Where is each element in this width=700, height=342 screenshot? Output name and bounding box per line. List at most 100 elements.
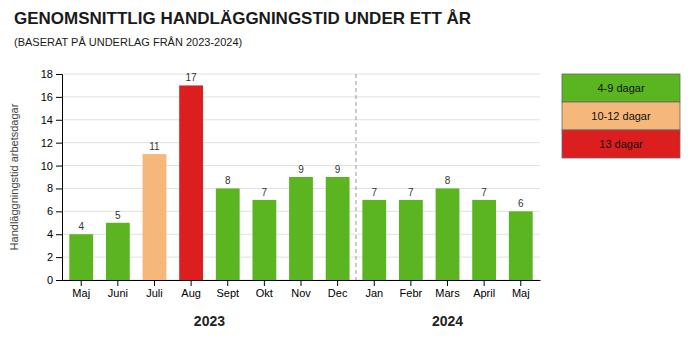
bar	[509, 211, 533, 280]
x-tick-mark	[410, 280, 411, 286]
x-tick: Aug	[181, 280, 201, 299]
y-axis-title: Handläggningstid arbetsdagar	[8, 103, 20, 250]
x-tick-label: Dec	[328, 287, 348, 299]
x-tick-label: Jan	[365, 287, 383, 299]
x-tick-mark	[117, 280, 118, 286]
x-tick-mark	[301, 280, 302, 286]
data-label: 9	[335, 164, 341, 175]
x-tick-mark	[264, 280, 265, 286]
data-label: 7	[408, 187, 414, 198]
plot: 024681012141618MajJuniJuliAugSeptOktNovD…	[41, 68, 541, 329]
y-tick-mark	[56, 257, 62, 258]
legend-item: 10-12 dagar	[562, 102, 680, 130]
y-tick-label: 4	[47, 228, 53, 240]
y-tick-mark	[56, 234, 62, 235]
data-label: 8	[445, 175, 451, 186]
y-tick: 6	[47, 205, 62, 217]
y-tick-mark	[56, 120, 62, 121]
x-tick-label: Sept	[216, 287, 239, 299]
grid-line	[62, 142, 540, 143]
x-tick-label: Okt	[256, 287, 273, 299]
x-tick: Juli	[146, 280, 163, 299]
y-axis: 0 2 4 6 8 10 12 14 16 18	[41, 68, 63, 286]
bar	[399, 200, 423, 280]
x-tick-label: Febr	[400, 287, 423, 299]
y-tick-label: 12	[41, 137, 53, 149]
x-tick-mark	[484, 280, 485, 286]
y-tick-label: 8	[47, 182, 53, 194]
bar	[216, 188, 240, 280]
chart: GENOMSNITTLIG HANDLÄGGNINGSTID UNDER ETT…	[0, 0, 700, 342]
y-tick: 4	[47, 228, 62, 240]
bar	[69, 234, 93, 280]
annotations: 20232024	[194, 313, 463, 329]
x-tick: April	[473, 280, 495, 299]
subtitle: (BASERAT PÅ UNDERLAG FRÅN 2023-2024)	[14, 36, 242, 48]
bars	[69, 85, 532, 280]
x-tick: Okt	[256, 280, 273, 299]
y-tick: 10	[41, 160, 62, 172]
legend-label: 10-12 dagar	[591, 110, 651, 122]
y-axis-line	[56, 75, 63, 281]
bar	[472, 200, 496, 280]
x-tick: Nov	[291, 280, 311, 299]
data-label: 6	[518, 198, 524, 209]
x-tick: Juni	[108, 280, 128, 299]
x-tick-label: April	[473, 287, 495, 299]
group-label: 2024	[432, 313, 463, 329]
bar	[143, 154, 167, 280]
y-tick-mark	[56, 166, 62, 167]
y-tick-label: 14	[41, 114, 53, 126]
y-tick-label: 6	[47, 205, 53, 217]
y-tick-label: 0	[47, 274, 53, 286]
x-tick-mark	[447, 280, 448, 286]
y-tick-mark	[56, 74, 62, 75]
grid-line	[62, 74, 540, 75]
y-tick: 12	[41, 137, 62, 149]
data-label: 8	[225, 175, 231, 186]
grid-line	[62, 96, 540, 97]
data-label: 5	[115, 210, 121, 221]
data-label: 7	[481, 187, 487, 198]
x-tick-mark	[520, 280, 521, 286]
x-tick: Dec	[328, 280, 348, 299]
bar	[106, 223, 130, 280]
data-labels: 451117879977876	[78, 72, 524, 232]
y-tick: 2	[47, 251, 62, 263]
legend-swatch	[562, 130, 680, 158]
data-label: 7	[262, 187, 268, 198]
dividers	[355, 74, 356, 280]
legend-item: 13 dagar	[562, 130, 680, 158]
x-tick-label: Nov	[291, 287, 311, 299]
bar	[179, 85, 203, 280]
x-tick-mark	[227, 280, 228, 286]
data-label: 4	[78, 221, 84, 232]
y-tick-label: 16	[41, 91, 53, 103]
x-tick-mark	[154, 280, 155, 286]
x-tick: Mars	[435, 280, 460, 299]
y-tick-mark	[56, 280, 62, 281]
x-tick: Jan	[365, 280, 383, 299]
data-label: 11	[149, 141, 160, 152]
y-tick-mark	[56, 97, 62, 98]
y-tick-label: 2	[47, 251, 53, 263]
x-tick-label: Juli	[146, 287, 163, 299]
y-tick: 16	[41, 91, 62, 103]
y-tick-label: 10	[41, 160, 53, 172]
x-tick: Sept	[216, 280, 239, 299]
bar	[252, 200, 276, 280]
y-tick-mark	[56, 143, 62, 144]
bar	[326, 177, 350, 280]
data-label: 9	[298, 164, 304, 175]
data-label: 17	[186, 72, 198, 83]
legend-swatch	[562, 102, 680, 130]
x-tick: Febr	[400, 280, 423, 299]
y-tick-mark	[56, 188, 62, 189]
x-tick-label: Juni	[108, 287, 128, 299]
y-tick: 14	[41, 114, 62, 126]
x-tick-mark	[374, 280, 375, 286]
y-tick: 18	[41, 68, 62, 80]
legend-label: 4-9 dagar	[597, 82, 644, 94]
y-tick: 0	[47, 274, 62, 286]
legend-label: 13 dagar	[599, 138, 643, 150]
